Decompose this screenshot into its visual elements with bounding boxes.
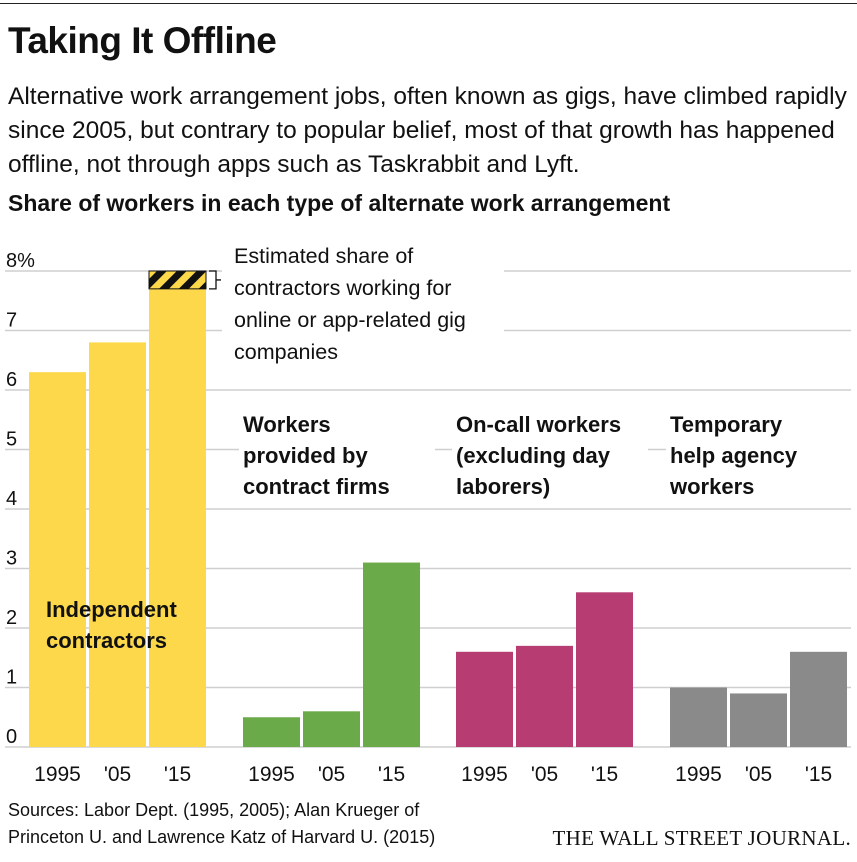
chart-subtitle: Alternative work arrangement jobs, often… <box>8 83 847 178</box>
y-tick-label: 5 <box>6 429 17 451</box>
group-label-background <box>666 406 857 506</box>
y-tick-label: 8% <box>6 250 35 272</box>
bar <box>89 342 146 747</box>
chart-heading: Share of workers in each type of alterna… <box>8 190 671 216</box>
x-tick-label: '15 <box>378 763 405 786</box>
x-tick-label: '05 <box>531 763 558 786</box>
bar-chart: 0 1 2 3 4 5 6 7 8% 1995 '05 '15 Independent contracto… <box>5 238 857 786</box>
series-label: Independent <box>46 597 177 622</box>
bar <box>149 288 206 747</box>
bar <box>516 645 573 747</box>
bar <box>363 562 420 747</box>
series-label: Temporary <box>670 412 783 437</box>
x-tick-label: '05 <box>745 763 772 786</box>
y-tick-label: 2 <box>6 607 17 629</box>
y-tick-label: 4 <box>6 488 17 510</box>
series-label: help agency <box>670 443 798 468</box>
publisher-logo: THE WALL STREET JOURNAL. <box>552 826 851 850</box>
x-tick-label: '15 <box>164 763 191 786</box>
x-tick-label: '05 <box>104 763 131 786</box>
annotation-background <box>222 238 504 372</box>
series-label: On-call workers <box>456 412 621 437</box>
online-gig-share-segment <box>148 270 207 290</box>
top-rule <box>0 3 857 4</box>
chart-title: Taking It Offline <box>8 20 277 61</box>
series-label: laborers) <box>456 474 550 499</box>
bar <box>456 651 513 747</box>
series-label: provided by <box>243 443 368 468</box>
bar <box>243 717 300 747</box>
annotation-text: online or app-related gig <box>234 308 466 332</box>
x-tick-label: '05 <box>318 763 345 786</box>
sources-line: Sources: Labor Dept. (1995, 2005); Alan … <box>8 800 420 820</box>
y-tick-label: 0 <box>6 726 17 748</box>
series-label: Workers <box>243 412 331 437</box>
bar <box>29 372 86 747</box>
bar <box>730 693 787 747</box>
sources-note: Sources: Labor Dept. (1995, 2005); Alan … <box>8 797 528 851</box>
group-label-background <box>239 406 435 506</box>
y-tick-label: 7 <box>6 310 17 332</box>
annotation-text: contractors working for <box>234 276 451 300</box>
annotation-text: Estimated share of <box>234 244 413 268</box>
x-tick-label: 1995 <box>461 763 508 786</box>
x-tick-label: 1995 <box>248 763 295 786</box>
series-label: contractors <box>46 628 167 653</box>
y-tick-label: 3 <box>6 548 17 570</box>
annotation-text: companies <box>234 340 338 364</box>
bar <box>790 651 847 747</box>
x-tick-label: '15 <box>591 763 618 786</box>
annotation-bracket <box>209 270 221 290</box>
series-label: (excluding day <box>456 443 611 468</box>
sources-line: Princeton U. and Lawrence Katz of Harvar… <box>8 827 436 847</box>
bar <box>303 711 360 747</box>
group-label-background <box>452 406 648 506</box>
series-label: workers <box>669 474 754 499</box>
y-tick-label: 1 <box>6 667 17 689</box>
y-tick-label: 6 <box>6 369 17 391</box>
bar <box>670 687 727 747</box>
series-label: contract firms <box>243 474 390 499</box>
x-tick-label: 1995 <box>34 763 81 786</box>
x-tick-label: '15 <box>805 763 832 786</box>
bar <box>576 592 633 747</box>
x-tick-label: 1995 <box>675 763 722 786</box>
